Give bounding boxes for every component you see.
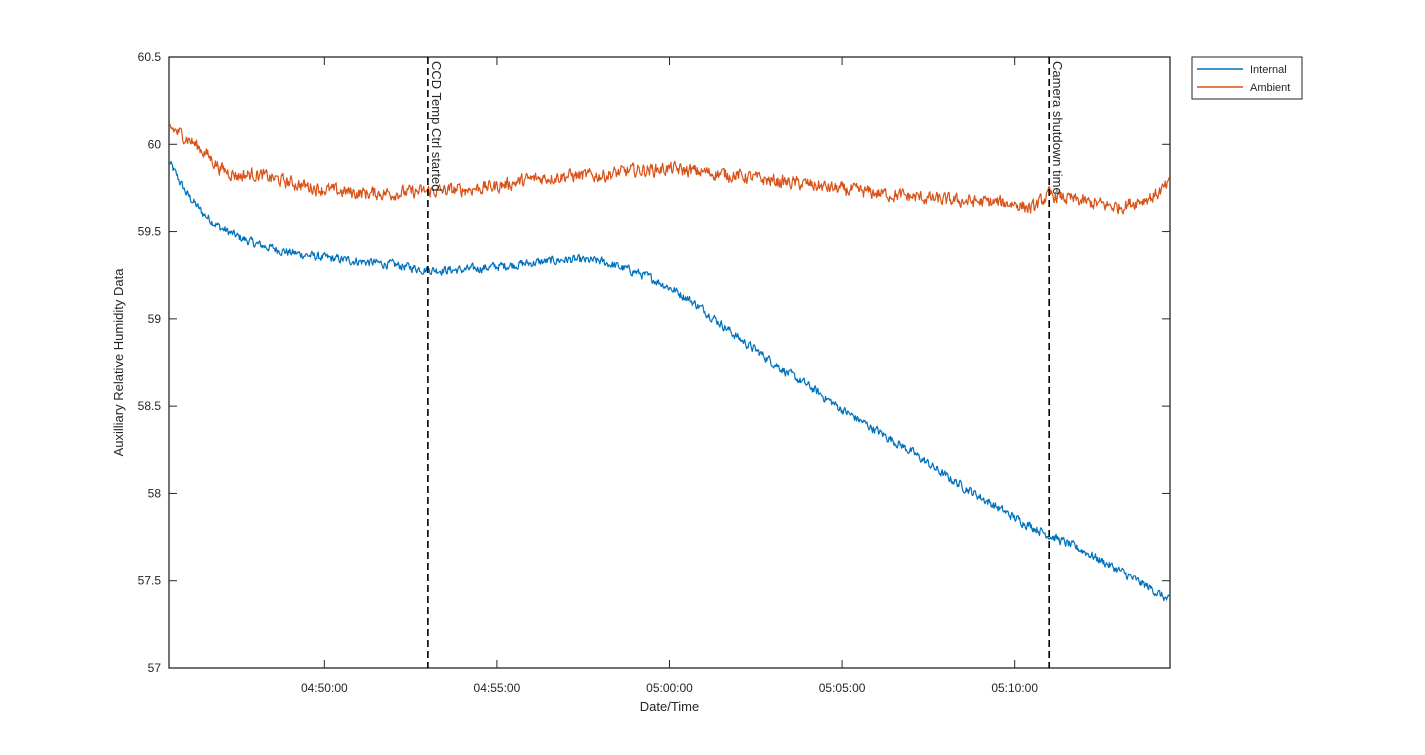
x-tick-label: 04:50:00 bbox=[301, 681, 348, 695]
y-axis-ticks: 57 57.5 58 58.5 59 59.5 60 60.5 bbox=[138, 50, 1170, 675]
y-tick-label: 59.5 bbox=[138, 225, 162, 239]
y-tick-label: 58 bbox=[148, 486, 162, 500]
plot-area bbox=[168, 56, 1171, 669]
annotation-label-1: Camera shutdown time bbox=[1050, 61, 1065, 195]
series-line-ambient bbox=[169, 123, 1170, 215]
legend: Internal Ambient bbox=[1191, 56, 1303, 100]
x-tick-label: 05:10:00 bbox=[991, 681, 1038, 695]
x-tick-label: 05:00:00 bbox=[646, 681, 693, 695]
x-axis-label: Date/Time bbox=[640, 699, 699, 714]
y-axis-label: Auxilliary Relative Humidity Data bbox=[111, 268, 126, 457]
x-tick-label: 05:05:00 bbox=[819, 681, 866, 695]
annotation-layer: CCD Temp Ctrl started Camera shutdown tim… bbox=[427, 57, 1065, 668]
legend-label-internal: Internal bbox=[1250, 64, 1287, 76]
x-axis-ticks: 04:50:00 04:55:00 05:00:00 05:05:00 05:10:00 bbox=[301, 57, 1038, 695]
series-layer bbox=[169, 123, 1170, 602]
y-tick-label: 58.5 bbox=[138, 399, 162, 413]
y-tick-label: 57.5 bbox=[138, 574, 162, 588]
series-line-internal bbox=[169, 160, 1170, 602]
y-tick-label: 57 bbox=[148, 661, 162, 675]
y-tick-label: 60.5 bbox=[138, 50, 162, 64]
legend-box bbox=[1191, 56, 1303, 100]
annotation-label-0: CCD Temp Ctrl started bbox=[429, 61, 444, 192]
legend-label-ambient: Ambient bbox=[1250, 82, 1290, 94]
y-tick-label: 59 bbox=[148, 312, 162, 326]
y-tick-label: 60 bbox=[148, 137, 162, 151]
x-tick-label: 04:55:00 bbox=[474, 681, 521, 695]
